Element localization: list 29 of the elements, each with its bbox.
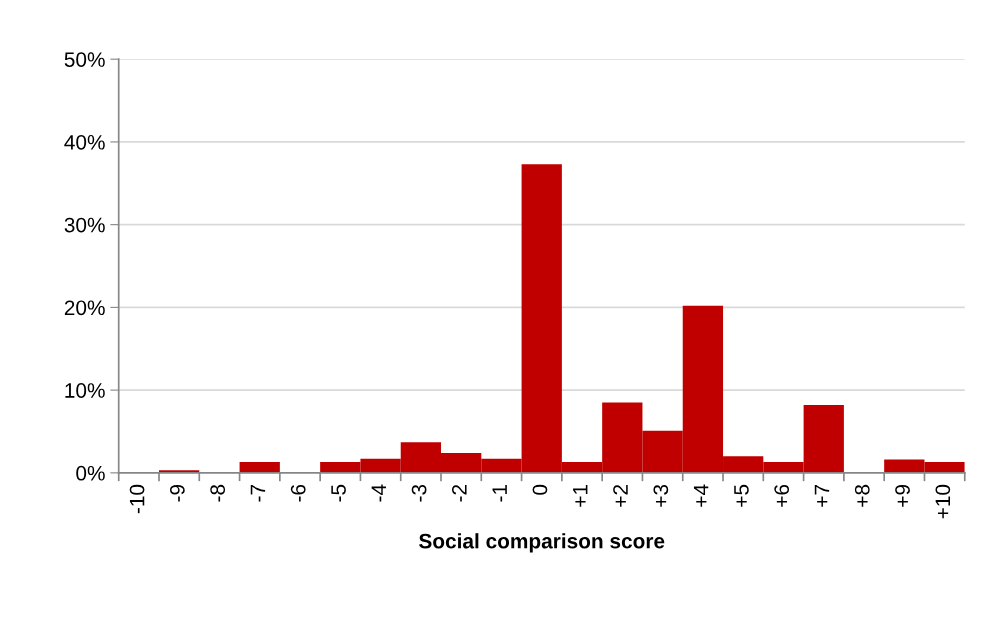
x-tick-label: +2: [613, 485, 628, 507]
y-tick-label: 50%: [64, 52, 105, 67]
x-axis-title: Social comparison score: [419, 533, 665, 553]
x-tick-label: 0: [532, 484, 548, 495]
x-tick-label: -8: [210, 484, 226, 502]
x-tick-label: +5: [734, 484, 749, 507]
x-tick-label: -6: [290, 484, 306, 502]
x-tick-label: +3: [653, 484, 669, 507]
y-tick-label: 0%: [76, 465, 105, 481]
x-tick-label: -3: [411, 484, 427, 502]
x-tick-label: +4: [693, 484, 709, 507]
x-tick-label: -9: [169, 484, 185, 502]
x-tick-label: +7: [814, 485, 830, 507]
bar: [239, 462, 280, 473]
x-tick-label: -7: [250, 485, 266, 502]
x-tick-label: -5: [331, 484, 346, 502]
x-tick-label: +1: [573, 484, 588, 507]
y-tick-label: 40%: [64, 134, 105, 150]
x-tick-label: -4: [371, 484, 386, 502]
x-tick-label: -1: [492, 484, 507, 502]
y-tick-label: 30%: [64, 217, 105, 233]
x-tick-label: +10: [935, 484, 951, 519]
x-tick-label: +9: [895, 484, 910, 507]
x-tick-label: +8: [854, 484, 870, 507]
y-tick-label: 10%: [65, 383, 105, 398]
y-tick-label: 20%: [64, 300, 105, 316]
x-tick-label: -2: [452, 485, 467, 502]
x-tick-label: +6: [774, 484, 790, 507]
x-tick-label: -10: [129, 484, 145, 514]
